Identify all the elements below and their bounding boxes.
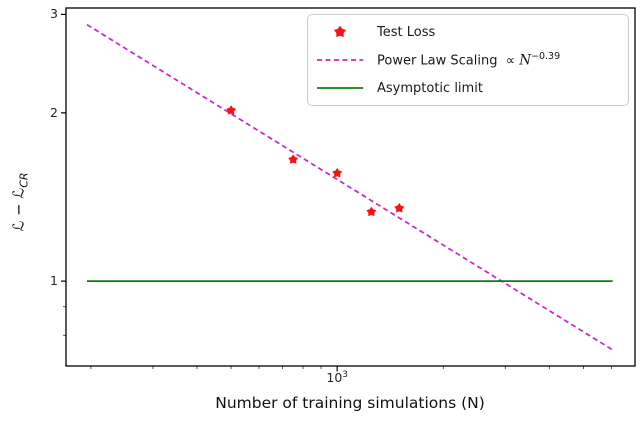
y-tick-label-1: 1 xyxy=(50,272,58,288)
legend-item-test-loss: Test Loss xyxy=(316,19,620,46)
y-tick-label-3: 3 xyxy=(50,6,58,22)
legend-label-test-loss: Test Loss xyxy=(377,24,436,40)
power-law-text: Power Law Scaling ∝ xyxy=(377,53,520,69)
x-tick-exponent: 3 xyxy=(342,370,349,380)
test-loss-marker-icon xyxy=(316,24,364,40)
y-axis-label: ℒ − ℒCR xyxy=(10,172,31,231)
x-tick-base: 10 xyxy=(326,370,343,386)
y-axis-label-subscript: CR xyxy=(17,172,31,188)
x-tick-label-1000: 103 xyxy=(326,371,348,385)
x-axis-label: Number of training simulations (N) xyxy=(215,394,485,412)
legend-item-power-law: Power Law Scaling ∝ N−0.39 xyxy=(316,47,620,74)
power-law-dashed-line-icon xyxy=(316,52,364,68)
y-axis-label-main: ℒ − ℒ xyxy=(9,187,28,232)
power-law-variable: N xyxy=(519,52,531,69)
asymptote-line-icon xyxy=(316,80,364,96)
y-tick-label-2: 2 xyxy=(50,104,58,120)
legend-label-power-law: Power Law Scaling ∝ N−0.39 xyxy=(377,51,560,68)
legend-label-asymptotic-limit: Asymptotic limit xyxy=(377,80,483,96)
power-law-exponent: −0.39 xyxy=(531,51,561,63)
legend: Test Loss Power Law Scaling ∝ N−0.39 Asy… xyxy=(307,14,629,106)
legend-item-asymptotic-limit: Asymptotic limit xyxy=(316,75,620,102)
